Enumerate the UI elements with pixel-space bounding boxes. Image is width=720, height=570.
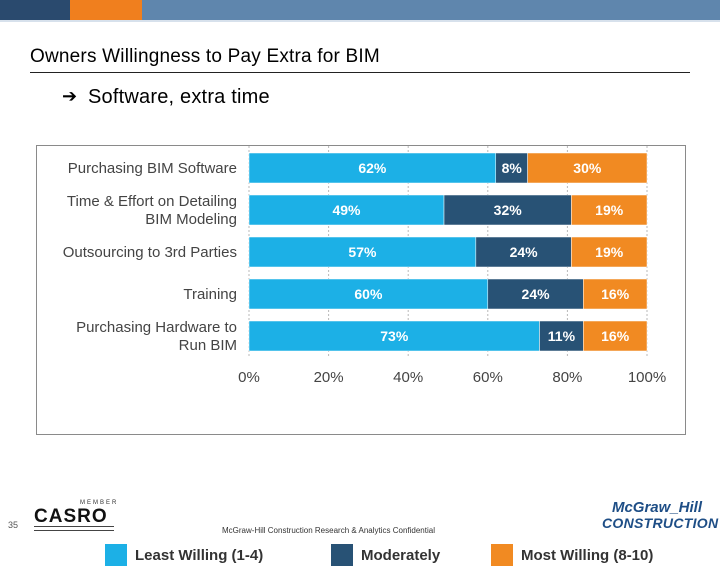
banner-orange-segment xyxy=(70,0,142,20)
data-label-most-4: 16% xyxy=(601,328,630,344)
bar-most-4 xyxy=(583,320,648,352)
legend-item-most: Most Willing (8-10) xyxy=(491,544,653,566)
legend-label-most: Most Willing (8-10) xyxy=(521,546,654,564)
data-label-least-1: 49% xyxy=(332,202,361,218)
casro-wordmark: CASRO xyxy=(34,506,108,527)
data-label-most-0: 30% xyxy=(573,160,602,176)
x-tick-label-2: 40% xyxy=(393,369,423,386)
bar-least-3 xyxy=(248,278,489,310)
x-tick-label-0: 0% xyxy=(238,369,260,386)
x-tick-label-3: 60% xyxy=(473,369,503,386)
stacked-bar-chart: 62% 8% 30% Purchasing BIM Software 49% 32% 19%… xyxy=(39,146,679,388)
bar-moderately-0 xyxy=(495,152,528,184)
legend-label-moderately: Moderately xyxy=(361,546,441,564)
chart-frame: 62% 8% 30% Purchasing BIM Software 49% 32% 19%… xyxy=(36,145,686,566)
mh-logo-line2: CONSTRUCTION xyxy=(602,515,719,531)
bar-least-0 xyxy=(248,152,497,184)
category-label-3-0: Training xyxy=(183,286,237,303)
banner-blue-segment xyxy=(142,0,720,20)
data-label-moderately-3: 24% xyxy=(522,286,551,302)
data-label-moderately-0: 8% xyxy=(502,160,523,176)
bar-least-2 xyxy=(248,236,477,268)
legend-swatch-moderately xyxy=(331,544,353,566)
top-banner xyxy=(0,0,720,20)
data-label-least-3: 60% xyxy=(354,286,383,302)
data-label-moderately-1: 32% xyxy=(494,202,523,218)
data-label-moderately-2: 24% xyxy=(510,244,539,260)
footer-confidential: McGraw-Hill Construction Research & Anal… xyxy=(222,526,435,535)
bar-moderately-3 xyxy=(487,278,584,310)
legend-swatch-most xyxy=(491,544,513,566)
data-label-least-2: 57% xyxy=(348,244,377,260)
legend-item-least: Least Willing (1-4) xyxy=(105,544,263,566)
legend-swatch-least xyxy=(105,544,127,566)
data-label-most-3: 16% xyxy=(601,286,630,302)
bar-most-2 xyxy=(571,236,648,268)
banner-dark-segment xyxy=(0,0,70,20)
data-label-most-1: 19% xyxy=(595,202,624,218)
x-tick-label-5: 100% xyxy=(628,369,666,386)
bar-least-1 xyxy=(248,194,445,226)
bar-least-4 xyxy=(248,320,540,352)
casro-logo: MEMBER CASRO xyxy=(34,500,116,532)
plot-background xyxy=(39,148,679,388)
mcgraw-hill-logo: McGraw_Hill CONSTRUCTION xyxy=(602,499,719,531)
x-tick-label-4: 80% xyxy=(552,369,582,386)
data-label-moderately-4: 11% xyxy=(548,328,576,344)
slide-title: Owners Willingness to Pay Extra for BIM xyxy=(30,46,380,67)
bar-moderately-4 xyxy=(539,320,584,352)
category-label-1-1: BIM Modeling xyxy=(145,211,237,228)
data-label-least-0: 62% xyxy=(358,160,387,176)
casro-tagline: MEMBER xyxy=(80,500,119,506)
bar-most-1 xyxy=(571,194,648,226)
data-label-least-4: 73% xyxy=(380,328,409,344)
casro-underline xyxy=(34,526,114,531)
bullet-text: Software, extra time xyxy=(88,86,270,108)
bar-most-0 xyxy=(527,152,648,184)
banner-underline xyxy=(0,20,720,22)
legend-item-moderately: Moderately xyxy=(331,544,440,566)
data-label-most-2: 19% xyxy=(595,244,624,260)
x-tick-label-1: 20% xyxy=(314,369,344,386)
category-label-1-0: Time & Effort on Detailing xyxy=(67,193,237,210)
page-number: 35 xyxy=(8,520,19,530)
category-label-0-0: Purchasing BIM Software xyxy=(68,160,237,177)
title-divider xyxy=(30,72,690,73)
category-label-4-0: Purchasing Hardware to xyxy=(76,319,237,336)
category-label-4-1: Run BIM xyxy=(179,337,237,354)
mh-logo-line1: McGraw_Hill xyxy=(611,499,702,516)
bar-moderately-1 xyxy=(443,194,572,226)
bar-most-3 xyxy=(583,278,648,310)
category-label-2-0: Outsourcing to 3rd Parties xyxy=(63,244,237,261)
arrow-right-icon: ➔ xyxy=(62,86,78,106)
legend-label-least: Least Willing (1-4) xyxy=(135,546,264,564)
